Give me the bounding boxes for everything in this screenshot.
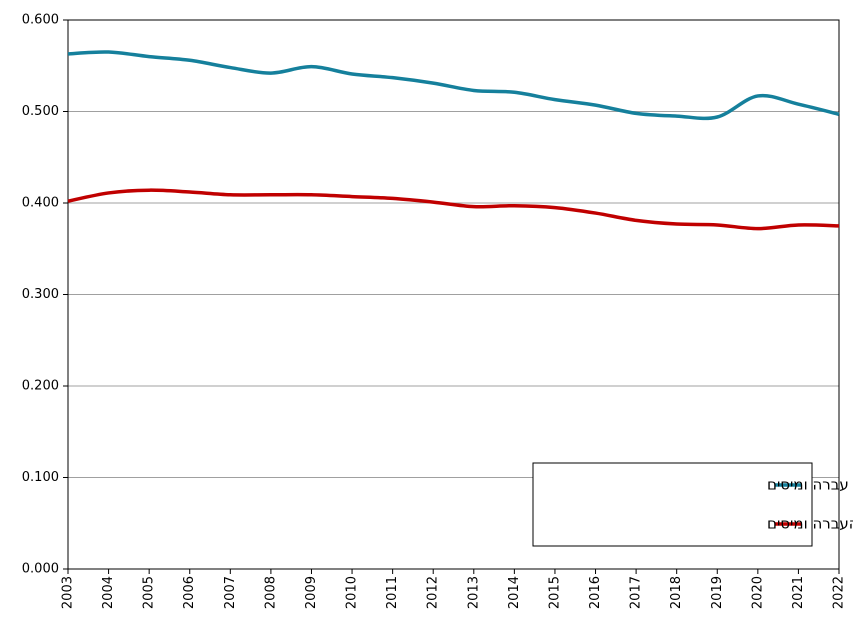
x-tick-label: 2015 (547, 576, 562, 609)
series-line (67, 50, 840, 121)
x-tick-label: 2021 (791, 576, 806, 609)
x-tick-label: 2019 (710, 576, 725, 609)
legend-box (532, 462, 813, 547)
legend-label: אחרי תשלומי העברה ומיסים (767, 515, 853, 533)
y-tick-label: 0.600 (22, 13, 59, 28)
plot-frame (67, 19, 840, 570)
x-tick-label: 2014 (507, 576, 522, 609)
y-tick-label: 0.300 (22, 287, 59, 302)
x-tick-label: 2003 (61, 576, 76, 609)
y-tick-label: 0.200 (22, 379, 59, 394)
x-tick-label: 2008 (263, 576, 278, 609)
x-tick-label: 2013 (466, 576, 481, 609)
x-tick-label: 2017 (629, 576, 644, 609)
x-tick-label: 2016 (588, 576, 603, 609)
y-tick-label: 0.100 (22, 470, 59, 485)
x-tick-label: 2012 (426, 576, 441, 609)
x-tick-label: 2006 (182, 576, 197, 609)
x-tick-label: 2004 (101, 576, 116, 609)
y-tick-label: 0.400 (22, 196, 59, 211)
x-tick-label: 2010 (345, 576, 360, 609)
x-tick-label: 2020 (750, 576, 765, 609)
x-tick-label: 2005 (142, 576, 157, 609)
y-tick-label: 0.000 (22, 562, 59, 577)
x-tick-label: 2022 (832, 576, 847, 609)
x-tick-label: 2009 (304, 576, 319, 609)
y-tick-label: 0.500 (22, 104, 59, 119)
x-tick-label: 2011 (385, 576, 400, 609)
x-tick-label: 2018 (669, 576, 684, 609)
legend-label: לפני תשלומי עברה ומיסים (767, 476, 853, 494)
x-tick-label: 2007 (223, 576, 238, 609)
series-line (67, 188, 840, 231)
